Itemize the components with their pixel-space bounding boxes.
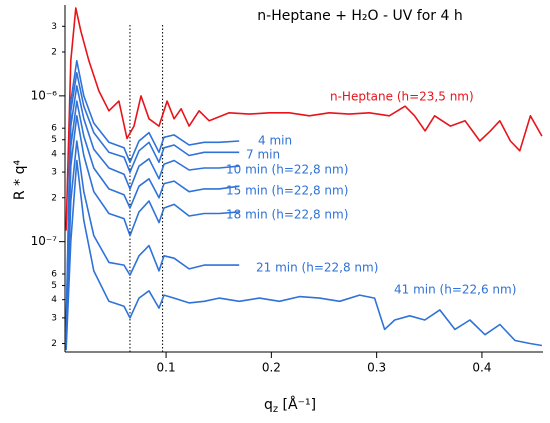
series-label: 7 min xyxy=(246,148,280,162)
series-line xyxy=(65,85,240,338)
x-label-unit: [Å⁻¹] xyxy=(278,396,316,413)
y-tick-label: 4 xyxy=(51,295,57,305)
chart-title: n-Heptane + H₂O - UV for 4 h xyxy=(257,8,462,24)
x-tick-label: 0.2 xyxy=(262,361,281,375)
y-tick-label: 3 xyxy=(51,168,57,178)
x-tick-label: 0.4 xyxy=(472,361,491,375)
series-label: 10 min (h=22,8 nm) xyxy=(226,163,348,177)
series-line xyxy=(65,159,543,351)
series-label: n-Heptane (h=23,5 nm) xyxy=(330,90,474,104)
series-line xyxy=(65,140,240,346)
x-tick-label: 0.3 xyxy=(367,361,386,375)
y-tick-label: 10⁻⁶ xyxy=(31,88,58,102)
x-tick-label: 0.1 xyxy=(157,361,176,375)
y-tick-label: 6 xyxy=(51,124,57,134)
series-line xyxy=(65,60,240,330)
y-tick-label: 2 xyxy=(51,47,57,57)
y-tick-label: 5 xyxy=(51,135,57,145)
x-label-sub: z xyxy=(273,404,278,415)
series-line xyxy=(65,100,240,341)
y-tick-label: 2 xyxy=(51,339,57,349)
y-tick-label: 3 xyxy=(51,313,57,323)
y-tick-label: 6 xyxy=(51,269,57,279)
series-label: 41 min (h=22,6 nm) xyxy=(394,283,516,297)
y-axis-label: R * q⁴ xyxy=(12,160,28,201)
series-line xyxy=(65,7,543,231)
series-label: 4 min xyxy=(258,134,292,148)
y-tick-label: 10⁻⁷ xyxy=(31,234,58,248)
y-tick-label: 3 xyxy=(51,22,57,32)
y-tick-label: 2 xyxy=(51,193,57,203)
series-label: 21 min (h=22,8 nm) xyxy=(256,261,378,275)
series-line xyxy=(65,115,240,344)
y-tick-label: 4 xyxy=(51,149,57,159)
series-label: 15 min (h=22,8 nm) xyxy=(226,184,348,198)
x-label-base: q xyxy=(264,397,273,413)
y-tick-label: 5 xyxy=(51,281,57,291)
series-label: 18 min (h=22,8 nm) xyxy=(226,208,348,222)
x-axis-label: qz [Å⁻¹] xyxy=(264,396,316,415)
series-line xyxy=(65,72,240,335)
